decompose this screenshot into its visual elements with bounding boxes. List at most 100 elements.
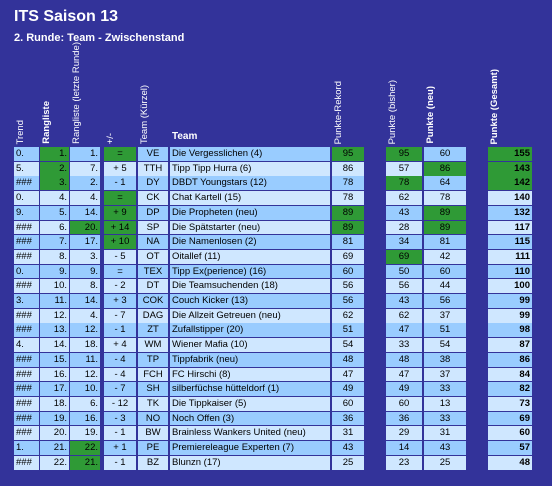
table-cell: 9.	[40, 264, 69, 279]
table-cell: 60	[488, 426, 532, 441]
table-cell: 78	[332, 176, 364, 191]
table-cell: 60	[424, 264, 466, 279]
table-cell: - 1	[104, 176, 136, 191]
table-cell: ###	[14, 367, 39, 382]
table-cell: NO	[138, 411, 168, 426]
table-cell: 36	[386, 411, 422, 426]
table-cell: 86	[332, 161, 364, 176]
table-cell: 12.	[70, 367, 100, 382]
table-cell: 31	[424, 426, 466, 441]
table-cell: 12.	[40, 308, 69, 323]
table-cell: 43	[424, 441, 466, 455]
table-cell: 21.	[40, 441, 69, 455]
table-cell: - 7	[104, 382, 136, 397]
table-cell: 23	[386, 455, 422, 470]
table-cell: - 4	[104, 367, 136, 382]
table-cell: 15.	[40, 352, 69, 367]
table-cell: 155	[488, 147, 532, 161]
table-cell: 11.	[70, 352, 100, 367]
table-cell: - 3	[104, 411, 136, 426]
table-cell: 56	[332, 279, 364, 294]
table-cell: ###	[14, 308, 39, 323]
table-cell: ###	[14, 235, 39, 250]
table-cell: 1.	[14, 441, 39, 455]
table-cell: Wiener Mafia (10)	[170, 338, 330, 352]
table-cell: 48	[386, 352, 422, 367]
table-cell: 12.	[70, 323, 100, 338]
table-cell: Tipp Ex(perience) (16)	[170, 264, 330, 279]
table-cell: 34	[386, 235, 422, 250]
table-cell: silberfüchse hütteldorf (1)	[170, 382, 330, 397]
table-cell: 57	[386, 161, 422, 176]
table-cell: Noch Offen (3)	[170, 411, 330, 426]
table-cell: 60	[332, 396, 364, 411]
table-cell: 47	[386, 323, 422, 338]
table-cell: 11.	[40, 294, 69, 308]
table-cell: 47	[386, 367, 422, 382]
table-cell: Die Teamsuchenden (18)	[170, 279, 330, 294]
table-cell: 50	[386, 264, 422, 279]
table-cell: ###	[14, 411, 39, 426]
table-cell: SH	[138, 382, 168, 397]
table-cell: 4.	[70, 308, 100, 323]
table-cell: 89	[332, 205, 364, 220]
table-cell: ###	[14, 396, 39, 411]
table-cell: 13.	[40, 323, 69, 338]
table-cell: 78	[386, 176, 422, 191]
table-cell: 37	[424, 367, 466, 382]
table-cell: Oitallef (11)	[170, 249, 330, 264]
table-cell: TK	[138, 396, 168, 411]
table-cell: 56	[424, 294, 466, 308]
table-cell: Premiereleague Experten (7)	[170, 441, 330, 455]
table-cell: 117	[488, 220, 532, 235]
table-cell: 6.	[40, 220, 69, 235]
table-cell: 0.	[14, 191, 39, 205]
table-cell: 0.	[14, 264, 39, 279]
table-cell: TTH	[138, 161, 168, 176]
table-cell: 2.	[40, 161, 69, 176]
table-cell: 140	[488, 191, 532, 205]
table-cell: 33	[386, 338, 422, 352]
table-cell: ###	[14, 323, 39, 338]
column-header: Rangliste (letzte Runde)	[71, 42, 82, 144]
table-cell: 20.	[40, 426, 69, 441]
table-cell: + 4	[104, 338, 136, 352]
table-cell: Tippfabrik (neu)	[170, 352, 330, 367]
table-cell: 10.	[40, 279, 69, 294]
table-cell: 73	[488, 396, 532, 411]
table-cell: 100	[488, 279, 532, 294]
subtitle: 2. Runde: Team - Zwischenstand	[14, 32, 185, 44]
table-cell: 132	[488, 205, 532, 220]
table-cell: DY	[138, 176, 168, 191]
table-cell: 69	[488, 411, 532, 426]
table-cell: 4.	[40, 191, 69, 205]
table-cell: 22.	[70, 441, 100, 455]
table-cell: Die Allzeit Getreuen (neu)	[170, 308, 330, 323]
table-cell: - 1	[104, 323, 136, 338]
table-cell: 89	[332, 220, 364, 235]
table-cell: 10.	[70, 382, 100, 397]
table-cell: 1.	[40, 147, 69, 161]
table-cell: 111	[488, 249, 532, 264]
table-cell: 60	[386, 396, 422, 411]
table-cell: 19.	[70, 426, 100, 441]
table-cell: 98	[488, 323, 532, 338]
table-cell: - 7	[104, 308, 136, 323]
column-header: +/-	[105, 132, 116, 144]
table-cell: Tipp Tipp Hurra (6)	[170, 161, 330, 176]
table-cell: 78	[424, 191, 466, 205]
table-cell: 33	[424, 411, 466, 426]
table-cell: 17.	[40, 382, 69, 397]
table-cell: 33	[424, 382, 466, 397]
table-cell: + 14	[104, 220, 136, 235]
table-cell: 36	[332, 411, 364, 426]
table-cell: 5.	[14, 161, 39, 176]
table-cell: - 5	[104, 249, 136, 264]
table-cell: 54	[424, 338, 466, 352]
table-cell: 13	[424, 396, 466, 411]
table-cell: 20.	[70, 220, 100, 235]
table-cell: ###	[14, 249, 39, 264]
table-cell: Zufallstipper (20)	[170, 323, 330, 338]
table-cell: 49	[332, 382, 364, 397]
table-cell: DAG	[138, 308, 168, 323]
